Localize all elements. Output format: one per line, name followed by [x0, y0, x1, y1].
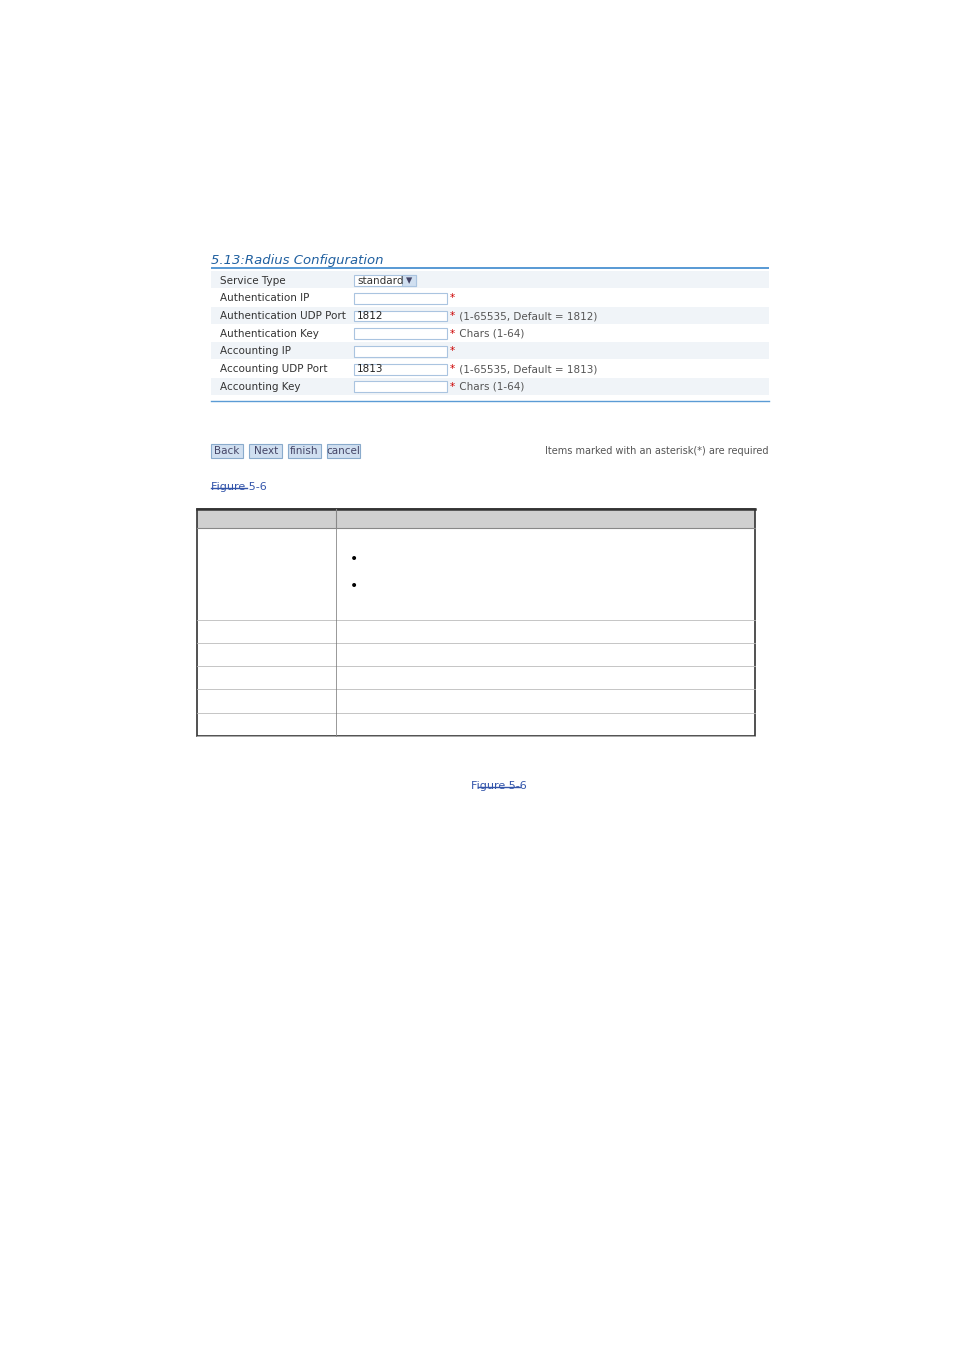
Bar — [196, 509, 754, 736]
Text: *: * — [450, 347, 455, 356]
Bar — [211, 271, 768, 289]
Bar — [196, 528, 754, 620]
Text: Authentication IP: Authentication IP — [220, 293, 309, 304]
Text: Accounting UDP Port: Accounting UDP Port — [220, 364, 327, 374]
Text: •: • — [350, 579, 358, 593]
Bar — [354, 346, 447, 356]
Bar — [288, 444, 320, 458]
Text: Items marked with an asterisk(*) are required: Items marked with an asterisk(*) are req… — [544, 446, 768, 456]
Text: 1813: 1813 — [356, 364, 382, 374]
Bar — [196, 643, 754, 667]
Bar — [354, 275, 416, 286]
Text: *: * — [450, 328, 455, 339]
Bar — [211, 378, 768, 394]
Text: Figure 5-6: Figure 5-6 — [471, 780, 526, 791]
Bar — [196, 509, 754, 528]
Text: finish: finish — [290, 446, 318, 456]
Text: Service Type: Service Type — [220, 275, 285, 286]
Bar — [196, 620, 754, 643]
Text: 1812: 1812 — [356, 310, 382, 321]
Text: *: * — [450, 293, 455, 304]
Text: Chars (1-64): Chars (1-64) — [456, 328, 523, 339]
Text: standard: standard — [356, 275, 403, 286]
Text: Back: Back — [214, 446, 239, 456]
Text: Chars (1-64): Chars (1-64) — [456, 382, 523, 391]
Text: Accounting IP: Accounting IP — [220, 347, 291, 356]
Text: cancel: cancel — [326, 446, 360, 456]
Bar — [196, 690, 754, 713]
Bar — [211, 444, 243, 458]
Bar — [354, 382, 447, 393]
Text: (1-65535, Default = 1812): (1-65535, Default = 1812) — [456, 310, 597, 321]
Bar — [196, 667, 754, 690]
Text: (1-65535, Default = 1813): (1-65535, Default = 1813) — [456, 364, 597, 374]
Bar — [354, 310, 447, 321]
Text: Accounting Key: Accounting Key — [220, 382, 300, 391]
Bar — [196, 713, 754, 736]
Bar — [354, 293, 447, 304]
Bar — [402, 275, 416, 286]
Bar — [211, 289, 768, 306]
Text: Authentication UDP Port: Authentication UDP Port — [220, 310, 346, 321]
Text: •: • — [350, 552, 358, 566]
Bar — [354, 363, 447, 374]
Text: ▾: ▾ — [406, 274, 412, 288]
Text: *: * — [450, 310, 455, 321]
Bar — [249, 444, 282, 458]
Text: Authentication Key: Authentication Key — [220, 328, 318, 339]
Text: 5.13:Radius Configuration: 5.13:Radius Configuration — [211, 254, 383, 267]
Text: Figure 5-6: Figure 5-6 — [211, 482, 266, 491]
Bar — [211, 306, 768, 324]
Text: *: * — [450, 364, 455, 374]
Text: *: * — [450, 382, 455, 391]
Bar — [354, 328, 447, 339]
Bar — [327, 444, 359, 458]
Bar — [211, 267, 768, 269]
Bar — [211, 342, 768, 359]
Bar — [211, 360, 768, 377]
Bar — [211, 324, 768, 342]
Text: Next: Next — [253, 446, 277, 456]
